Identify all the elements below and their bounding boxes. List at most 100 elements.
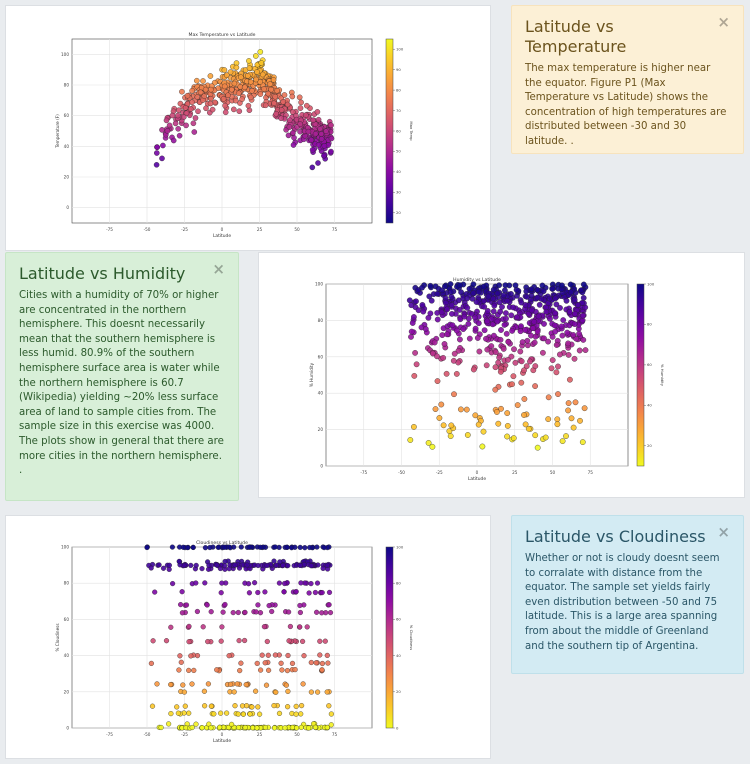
data-point <box>286 638 292 644</box>
data-point <box>551 322 558 329</box>
data-point <box>447 433 454 439</box>
humidity-card-title: Latitude vs Humidity <box>19 264 186 283</box>
close-icon[interactable]: × <box>212 260 225 278</box>
data-point <box>208 609 214 615</box>
data-point <box>281 92 288 98</box>
data-point <box>508 312 515 319</box>
x-tick-label: -50 <box>398 470 405 475</box>
data-point <box>148 565 154 571</box>
data-point <box>528 307 535 314</box>
data-point <box>276 710 283 716</box>
data-point <box>328 122 334 129</box>
data-point <box>451 391 457 398</box>
data-point <box>444 306 451 313</box>
x-tick-label: 75 <box>332 732 338 737</box>
data-point <box>208 95 214 102</box>
data-point <box>554 421 561 428</box>
data-point <box>286 124 293 130</box>
data-point <box>326 589 333 595</box>
data-point <box>302 545 308 551</box>
data-point <box>465 321 472 327</box>
data-point <box>190 120 197 127</box>
data-point <box>164 128 171 134</box>
data-point <box>160 142 166 149</box>
data-point <box>485 293 492 300</box>
data-point <box>271 100 277 106</box>
data-point <box>503 315 509 322</box>
data-point <box>447 289 454 295</box>
data-point <box>555 391 561 397</box>
y-tick-label: 0 <box>66 205 69 210</box>
data-point <box>434 290 441 297</box>
data-point <box>466 285 473 292</box>
data-point <box>579 439 586 445</box>
data-point <box>246 65 253 71</box>
data-point <box>572 399 579 406</box>
data-point <box>431 339 438 346</box>
data-point <box>504 423 511 429</box>
data-point <box>281 589 287 595</box>
data-point <box>492 364 499 371</box>
data-point <box>189 681 195 687</box>
data-point <box>280 99 286 105</box>
data-point <box>303 112 309 118</box>
data-point <box>226 653 232 659</box>
data-point <box>304 102 310 109</box>
colorbar <box>385 546 394 729</box>
data-point <box>576 347 583 354</box>
data-point <box>292 667 298 673</box>
y-tick-label: 60 <box>318 354 324 359</box>
data-point <box>432 406 439 412</box>
data-point <box>458 289 464 296</box>
data-point <box>172 120 179 127</box>
data-point <box>479 443 486 450</box>
data-point <box>539 282 546 289</box>
x-tick-label: -25 <box>181 732 188 737</box>
data-point <box>269 608 275 615</box>
x-tick-label: -75 <box>106 732 113 737</box>
data-point <box>238 660 244 666</box>
data-point <box>428 297 435 304</box>
data-point <box>517 328 524 335</box>
data-point <box>325 660 331 666</box>
data-point <box>154 150 160 156</box>
y-tick-label: 60 <box>64 113 70 118</box>
data-point <box>252 580 258 586</box>
data-point <box>259 652 265 658</box>
data-point <box>571 355 578 362</box>
data-point <box>464 295 471 302</box>
y-tick-label: 80 <box>64 83 70 88</box>
data-point <box>438 401 445 408</box>
data-point <box>473 299 480 305</box>
close-icon[interactable]: × <box>717 523 730 541</box>
data-point <box>460 326 467 332</box>
data-point <box>419 302 426 308</box>
close-icon[interactable]: × <box>717 13 730 31</box>
data-point <box>427 310 434 317</box>
data-point <box>481 327 488 334</box>
colorbar-label: % Humidity <box>660 364 665 387</box>
data-point <box>494 290 501 297</box>
data-point <box>189 99 195 105</box>
data-point <box>272 652 278 658</box>
data-point <box>314 580 321 586</box>
data-point <box>565 352 572 358</box>
data-point <box>182 105 189 111</box>
data-point <box>559 438 566 444</box>
data-point <box>264 562 270 569</box>
data-point <box>472 314 478 321</box>
data-point <box>481 303 488 310</box>
y-tick-label: 20 <box>64 175 70 180</box>
data-point <box>440 422 447 429</box>
data-point <box>304 624 310 630</box>
data-point <box>234 681 240 687</box>
data-point <box>247 711 253 717</box>
data-point <box>420 308 427 315</box>
data-point <box>175 710 181 716</box>
data-point <box>504 297 511 304</box>
data-point <box>531 319 538 325</box>
data-point <box>243 682 249 688</box>
data-point <box>448 302 455 309</box>
data-point <box>490 286 497 293</box>
data-point <box>191 667 197 673</box>
